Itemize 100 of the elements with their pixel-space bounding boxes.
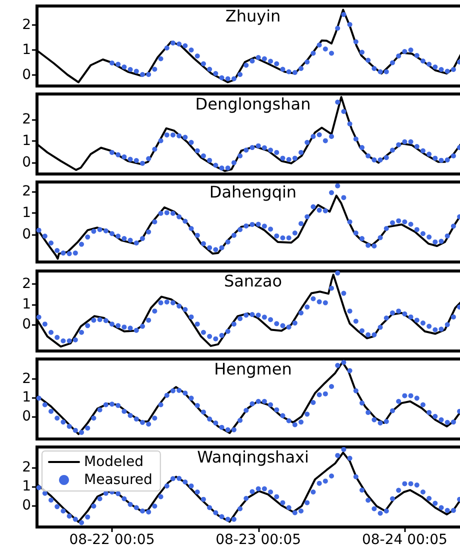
point	[207, 66, 212, 72]
point	[372, 66, 377, 71]
y-tick-label: 1	[22, 390, 31, 406]
point	[329, 50, 334, 56]
y-tick-label: 1	[22, 42, 31, 58]
point	[360, 50, 364, 55]
chart-title: Hengmen	[214, 360, 292, 378]
point	[170, 40, 176, 46]
point	[116, 152, 121, 158]
chart-title: Wanqingshaxi	[197, 448, 309, 466]
y-tick-label: 2	[22, 460, 31, 476]
point	[128, 156, 133, 162]
point	[164, 46, 170, 50]
point	[140, 72, 145, 77]
point	[329, 134, 334, 139]
point	[450, 153, 456, 158]
point	[444, 157, 450, 162]
point	[310, 50, 316, 56]
point	[402, 49, 408, 54]
point	[134, 68, 139, 74]
point	[225, 166, 230, 171]
point	[152, 66, 158, 72]
point	[396, 142, 402, 148]
point	[122, 154, 127, 160]
chart-title: Denglongshan	[195, 94, 311, 114]
point	[262, 145, 267, 150]
point	[256, 143, 261, 148]
point	[322, 46, 328, 52]
point	[347, 22, 352, 27]
point	[298, 150, 304, 155]
y-tick-label: 2	[22, 370, 31, 387]
point	[292, 156, 298, 161]
y-tick-label: 2	[22, 276, 31, 292]
point	[432, 64, 438, 70]
point	[176, 133, 182, 138]
point	[274, 61, 280, 66]
point	[207, 158, 212, 163]
point	[152, 146, 158, 152]
point	[268, 58, 274, 64]
point	[231, 160, 236, 166]
point	[426, 62, 432, 67]
point	[408, 139, 414, 144]
point	[146, 72, 152, 77]
point	[396, 54, 402, 58]
x-tick-label: 08-22 00:05	[69, 532, 155, 548]
point	[238, 72, 243, 77]
y-tick-label: 1	[22, 478, 31, 495]
y-tick-label: 1	[22, 296, 31, 312]
point	[438, 67, 444, 72]
point	[219, 166, 224, 171]
point	[268, 148, 274, 153]
y-tick-label: 1	[22, 132, 31, 149]
point	[408, 48, 414, 52]
x-tick-label: 08-24 00:05	[362, 532, 448, 548]
point	[384, 69, 389, 74]
y-tick-label: 0	[22, 316, 31, 333]
point	[250, 58, 255, 64]
point	[335, 100, 340, 105]
point	[244, 62, 249, 68]
point	[176, 42, 182, 46]
point	[378, 69, 383, 74]
point	[310, 134, 316, 139]
point	[414, 53, 420, 58]
point	[444, 68, 450, 74]
y-tick-label: 0	[22, 497, 31, 514]
point	[244, 148, 249, 153]
point	[322, 138, 328, 144]
point	[366, 58, 371, 63]
point	[170, 132, 176, 138]
point	[146, 156, 152, 162]
point	[158, 56, 164, 62]
point	[304, 60, 310, 64]
point	[256, 55, 261, 60]
point	[335, 26, 340, 31]
point	[280, 156, 286, 161]
chart-title: Dahengqin	[209, 182, 297, 202]
point	[238, 153, 243, 158]
y-tick-label: 2	[22, 16, 31, 33]
point	[182, 43, 188, 48]
chart-title: Sanzao	[224, 272, 282, 290]
y-tick-label: 1	[22, 204, 31, 221]
point	[372, 157, 377, 162]
point	[213, 71, 218, 76]
point	[450, 67, 456, 72]
point	[426, 152, 432, 157]
point	[280, 66, 286, 72]
y-tick-label: 2	[22, 184, 31, 200]
point	[225, 76, 230, 82]
point	[219, 75, 224, 80]
legend-label: Modeled	[84, 454, 144, 470]
point	[353, 136, 358, 142]
point	[262, 56, 267, 62]
point	[194, 54, 200, 58]
point	[200, 61, 206, 66]
y-tick-label: 2	[22, 112, 31, 128]
point	[384, 155, 389, 160]
point	[366, 153, 371, 158]
point	[274, 150, 280, 155]
point	[390, 148, 395, 153]
point	[122, 64, 127, 70]
